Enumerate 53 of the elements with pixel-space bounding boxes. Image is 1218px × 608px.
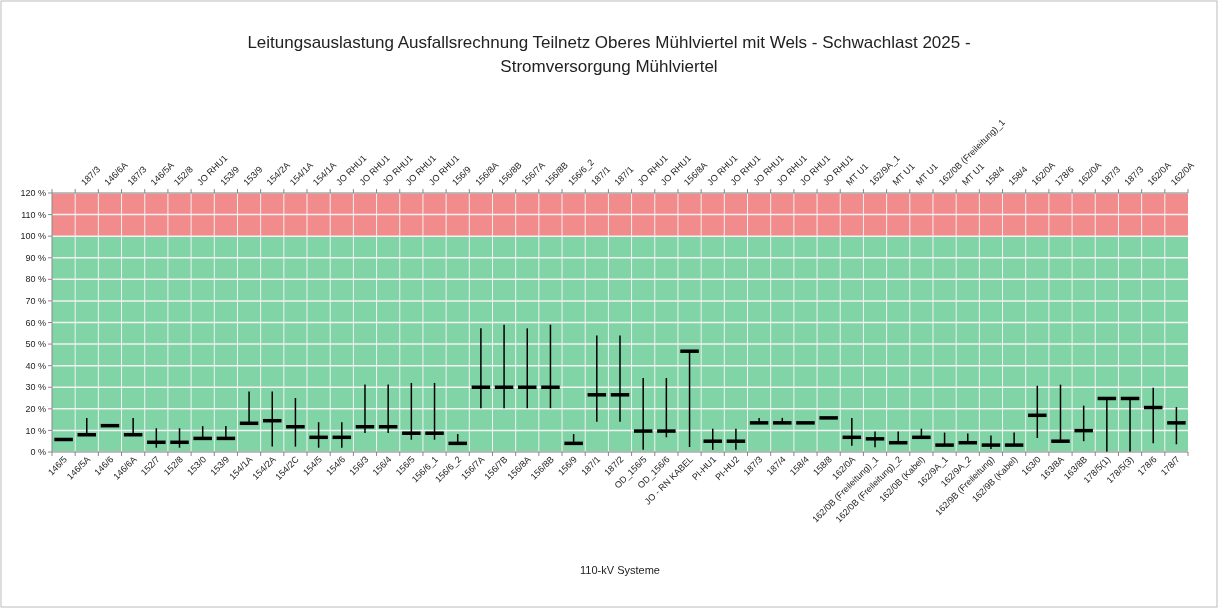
candlestick: [1028, 384, 1047, 439]
candlestick: [309, 421, 328, 449]
candlestick: [518, 327, 537, 409]
y-tick-label: 20 %: [25, 403, 46, 414]
candlestick: [1120, 396, 1140, 453]
candlestick: [216, 425, 236, 441]
candlestick: [402, 382, 421, 441]
candlestick: [494, 323, 514, 409]
candlestick: [1097, 396, 1117, 453]
x-axis-title: 110-kV Systeme: [580, 564, 660, 576]
candlestick: [888, 430, 908, 445]
candlestick: [123, 417, 143, 437]
candlestick: [170, 427, 189, 449]
candlestick: [147, 427, 166, 449]
candlestick: [842, 417, 862, 447]
candlestick: [77, 417, 97, 437]
y-tick-label: 0 %: [30, 447, 46, 458]
candlestick: [471, 327, 491, 409]
candlestick: [355, 383, 375, 434]
candlestick: [286, 397, 305, 448]
y-tick-label: 80 %: [25, 274, 46, 285]
candlestick: [332, 421, 352, 449]
y-tick-label: 50 %: [25, 339, 46, 350]
candlestick: [657, 377, 676, 439]
candlestick: [425, 382, 444, 441]
candlestick: [239, 390, 259, 426]
candlestick: [587, 334, 607, 423]
candlestick: [1004, 431, 1024, 447]
candlestick: [633, 377, 653, 451]
candlestick: [541, 323, 560, 409]
candlestick: [1167, 406, 1186, 445]
y-tick-label: 100 %: [20, 231, 46, 242]
candlestick: [1051, 383, 1070, 443]
chart-title: Leitungsauslastung Ausfallsrechnung Teilnetz Oberes Mühlviertel mit Wels - Schwachlast 2025 - Stromversorgung Mühlviertel: [247, 33, 971, 76]
candlestick: [865, 430, 885, 448]
candlestick: [958, 432, 978, 445]
candlestick: [1143, 386, 1163, 444]
candlestick: [726, 427, 746, 451]
candlestick: [378, 383, 398, 434]
y-tick-label: 30 %: [25, 382, 46, 393]
candlestick: [680, 349, 699, 448]
y-tick-label: 70 %: [25, 296, 46, 307]
candlestick: [981, 434, 1001, 450]
y-tick-label: 40 %: [25, 360, 46, 371]
y-tick-label: 110 %: [21, 209, 46, 220]
y-tick-label: 120 %: [20, 188, 46, 199]
candlestick: [703, 427, 722, 451]
y-tick-label: 90 %: [25, 252, 46, 263]
y-tick-label: 10 %: [25, 425, 46, 436]
candlestick: [263, 390, 282, 448]
y-tick-label: 60 %: [25, 317, 46, 328]
candlestick: [1074, 404, 1093, 442]
candlestick: [610, 334, 630, 423]
